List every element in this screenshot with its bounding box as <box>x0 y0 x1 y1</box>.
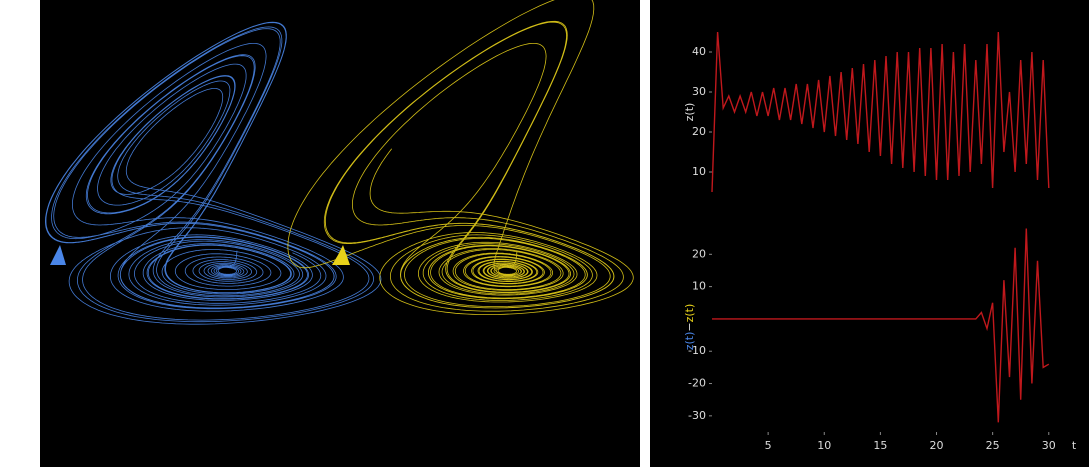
y-tick-label: 10 <box>692 280 706 293</box>
y-tick-label: 30 <box>692 85 706 98</box>
y-tick-label: 40 <box>692 45 706 58</box>
y-axis-label-part: z(t) <box>683 304 696 323</box>
attractor-panel <box>40 0 640 467</box>
x-tick-label: 25 <box>986 439 1000 452</box>
x-tick-label: 30 <box>1042 439 1056 452</box>
y-axis-label: z(t)−z(t) <box>683 304 696 351</box>
x-tick-label: 15 <box>873 439 887 452</box>
y-tick-label: 20 <box>692 125 706 138</box>
y-axis-label-part: − <box>683 322 696 331</box>
y-axis-label-part: z(t) <box>683 332 696 351</box>
x-tick-label: 20 <box>930 439 944 452</box>
x-axis-label: t <box>1072 439 1077 452</box>
y-axis-label: z(t) <box>683 103 696 122</box>
x-tick-label: 10 <box>817 439 831 452</box>
y-tick-label: 10 <box>692 165 706 178</box>
y-tick-label: -30 <box>688 409 706 422</box>
y-tick-label: -20 <box>688 377 706 390</box>
y-tick-label: 20 <box>692 247 706 260</box>
x-tick-label: 5 <box>765 439 772 452</box>
figure: 10203040z(t)-30-20-10102051015202530tz(t… <box>0 0 1089 467</box>
